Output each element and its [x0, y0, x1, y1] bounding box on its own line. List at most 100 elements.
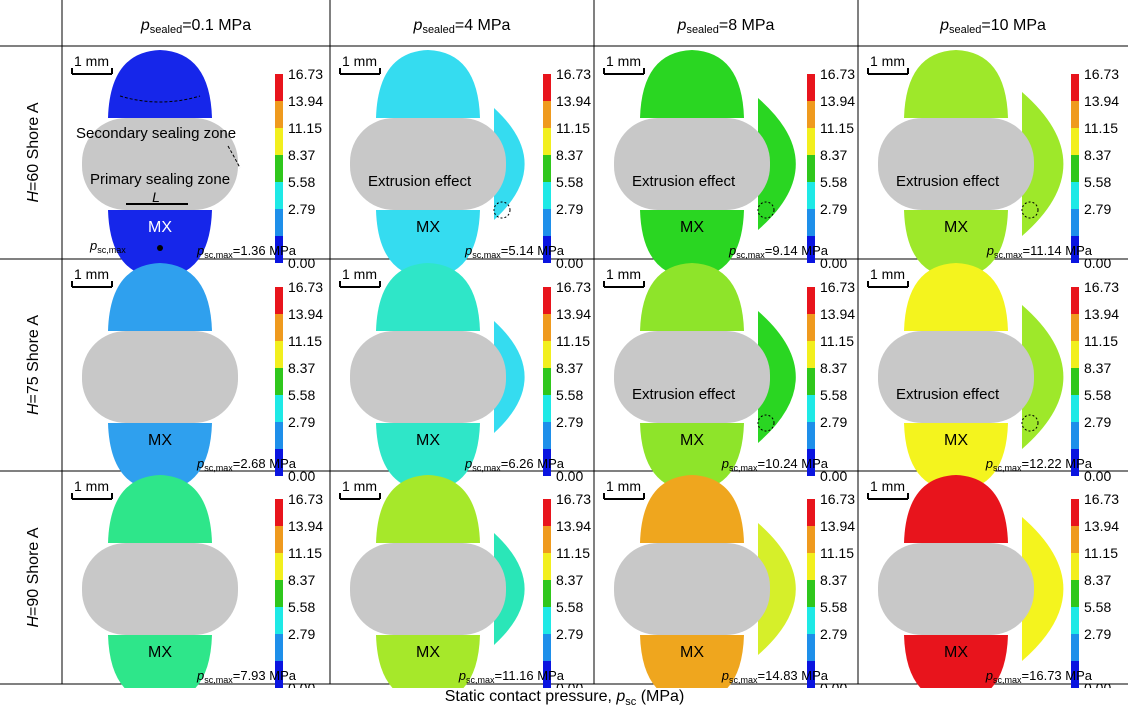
colorbar-segment	[1071, 74, 1079, 101]
seal-side-lobe	[758, 98, 796, 230]
groove-shape	[614, 331, 770, 423]
colorbar-tick: 11.15	[1084, 120, 1118, 136]
colorbar: 16.73 13.94 11.15 8.37 5.58 2.79 0.00	[1071, 491, 1119, 688]
colorbar-tick: 8.37	[556, 572, 583, 588]
pmax-point	[157, 245, 163, 251]
seal-top-lobe	[376, 475, 480, 543]
colorbar-segment	[1071, 128, 1079, 155]
groove-shape	[614, 543, 770, 635]
colorbar-segment	[543, 449, 551, 476]
colorbar-tick: 8.37	[288, 147, 315, 163]
colorbar-tick: 16.73	[288, 66, 323, 82]
scale-bar-label: 1 mm	[74, 478, 109, 494]
groove-shape	[614, 118, 770, 210]
scale-bar-label: 1 mm	[342, 478, 377, 494]
colorbar-tick: 0.00	[556, 468, 583, 484]
mx-label: MX	[680, 432, 704, 449]
colorbar-segment	[275, 74, 283, 101]
pmax-label: psc,max=5.14 MPa	[464, 243, 565, 260]
colorbar-tick: 0.00	[820, 468, 847, 484]
colorbar-segment	[543, 209, 551, 236]
colorbar-tick: 11.15	[820, 120, 854, 136]
colorbar-segment	[275, 128, 283, 155]
contour-panel: MX 1 mm 16.73 13.94 11.15 8.37 5.58 2.79 0.00psc…	[339, 263, 591, 491]
colorbar-segment	[807, 395, 815, 422]
pmax-label: psc,max=9.14 MPa	[728, 243, 829, 260]
extrusion-circle	[1021, 201, 1039, 219]
row-label: H=90 Shore A	[25, 527, 42, 627]
colorbar-segment	[807, 499, 815, 526]
secondary-zone-label: Secondary sealing zone	[76, 125, 236, 142]
extrusion-circle	[1021, 414, 1039, 432]
figure: psealed=0.1 MPa psealed=4 MPa psealed=8 MP…	[0, 0, 1128, 688]
colorbar-tick: 11.15	[1084, 545, 1118, 561]
colorbar-segment	[275, 209, 283, 236]
mx-label: MX	[416, 219, 440, 236]
colorbar-segment	[543, 422, 551, 449]
colorbar-tick: 0.00	[556, 680, 583, 688]
contour-panel: MX 1 mm 16.73 13.94 11.15 8.37 5.58 2.79 0.00psc…	[603, 263, 855, 491]
colorbar-tick: 5.58	[1084, 387, 1111, 403]
mx-label: MX	[148, 432, 172, 449]
colorbar-segment	[1071, 422, 1079, 449]
pmax-label: psc,max=7.93 MPa	[196, 668, 297, 685]
colorbar-segment	[543, 526, 551, 553]
seal-bottom-lobe	[376, 423, 480, 491]
colorbar-tick: 5.58	[556, 174, 583, 190]
colorbar-segment	[807, 607, 815, 634]
scale-bar-label: 1 mm	[74, 53, 109, 69]
groove-shape	[350, 118, 506, 210]
colorbar-tick: 13.94	[288, 518, 323, 534]
contour-panel: MX 1 mm 16.73 13.94 11.15 8.37 5.58 2.79 0.00psc…	[339, 475, 591, 688]
seal-bottom-lobe	[640, 210, 744, 278]
colorbar-tick: 5.58	[1084, 599, 1111, 615]
colorbar-segment	[275, 101, 283, 128]
pmax-label: psc,max=10.24 MPa	[721, 456, 829, 473]
colorbar-tick: 0.00	[1084, 468, 1111, 484]
colorbar-segment	[543, 661, 551, 688]
colorbar-segment	[275, 287, 283, 314]
mx-label: MX	[944, 432, 968, 449]
colorbar-segment	[1071, 526, 1079, 553]
scale-bar-label: 1 mm	[606, 478, 641, 494]
seal-side-lobe	[758, 523, 796, 655]
colorbar-segment	[1071, 553, 1079, 580]
seal-top-lobe	[640, 50, 744, 118]
colorbar-tick: 8.37	[1084, 572, 1111, 588]
colorbar: 16.73 13.94 11.15 8.37 5.58 2.79 0.00	[807, 279, 855, 484]
mx-label: MX	[680, 644, 704, 661]
colorbar-tick: 16.73	[820, 66, 855, 82]
colorbar: 16.73 13.94 11.15 8.37 5.58 2.79 0.00	[275, 491, 323, 688]
colorbar-tick: 0.00	[556, 255, 583, 271]
row-label: H=75 Shore A	[25, 315, 42, 415]
scale-bar: 1 mm	[71, 53, 113, 75]
scale-bar: 1 mm	[867, 266, 909, 288]
seal-side-lobe	[494, 321, 525, 433]
seal-side-lobe	[1022, 92, 1064, 236]
colorbar-segment	[807, 128, 815, 155]
contour-panel: MX 1 mm 16.73 13.94 11.15 8.37 5.58 2.79 0.00psc…	[867, 475, 1119, 688]
colorbar: 16.73 13.94 11.15 8.37 5.58 2.79 0.00	[543, 66, 591, 271]
colorbar-tick: 8.37	[820, 572, 847, 588]
colorbar-segment	[275, 634, 283, 661]
scale-bar: 1 mm	[867, 478, 909, 500]
colorbar-segment	[275, 236, 283, 263]
pmax-label: psc,max=1.36 MPa	[196, 243, 297, 260]
seal-side-lobe	[494, 108, 525, 220]
extrusion-annotation: Extrusion effect	[632, 386, 775, 432]
mx-label: MX	[148, 644, 172, 661]
seal-side-lobe	[758, 311, 796, 443]
colorbar-tick: 13.94	[820, 306, 855, 322]
colorbar-tick: 16.73	[556, 491, 591, 507]
colorbar-segment	[1071, 101, 1079, 128]
colorbar-tick: 0.00	[1084, 680, 1111, 688]
extrusion-label: Extrusion effect	[632, 173, 736, 190]
colorbar-segment	[543, 101, 551, 128]
colorbar: 16.73 13.94 11.15 8.37 5.58 2.79 0.00	[543, 279, 591, 484]
extrusion-label: Extrusion effect	[632, 386, 736, 403]
colorbar-segment	[807, 101, 815, 128]
colorbar-tick: 5.58	[556, 599, 583, 615]
colorbar-tick: 16.73	[1084, 279, 1119, 295]
column-headers: psealed=0.1 MPa psealed=4 MPa psealed=8 MP…	[140, 17, 1046, 36]
pmax-label: psc,max=11.14 MPa	[986, 243, 1093, 260]
